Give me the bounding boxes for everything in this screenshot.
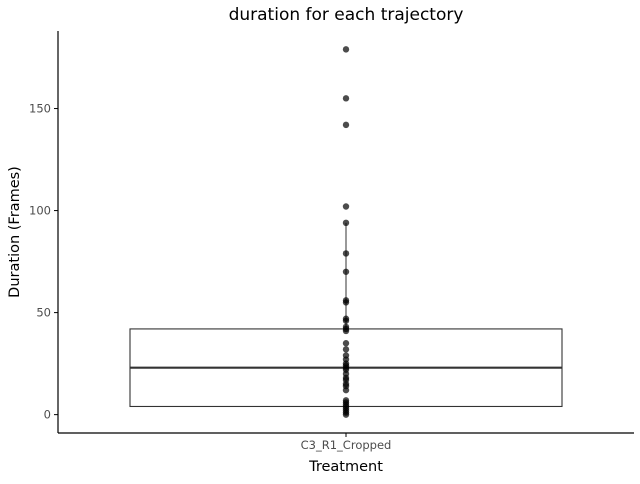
data-point xyxy=(342,46,350,53)
data-point xyxy=(342,386,350,394)
data-point xyxy=(342,219,350,227)
y-tick-label: 0 xyxy=(44,408,51,422)
y-axis-label: Duration (Frames) xyxy=(7,166,23,298)
data-point xyxy=(342,95,350,102)
y-tick-label: 50 xyxy=(36,306,51,320)
data-point xyxy=(342,299,350,306)
data-point xyxy=(342,268,350,275)
data-point xyxy=(342,327,350,335)
data-point xyxy=(342,121,350,129)
data-point xyxy=(342,346,350,353)
chart-title: duration for each trajectory xyxy=(229,5,464,25)
y-tick-label: 100 xyxy=(29,204,51,218)
x-tick-label: C3_R1_Cropped xyxy=(301,438,392,452)
data-point xyxy=(342,250,350,257)
data-point xyxy=(342,340,350,347)
data-point xyxy=(342,203,350,210)
x-axis-label: Treatment xyxy=(308,459,383,475)
data-point xyxy=(342,411,350,418)
plot-area: 0 50 100 150 C3_R1_Cropped xyxy=(29,31,634,452)
y-tick-label: 150 xyxy=(29,102,51,116)
data-point xyxy=(342,317,350,324)
